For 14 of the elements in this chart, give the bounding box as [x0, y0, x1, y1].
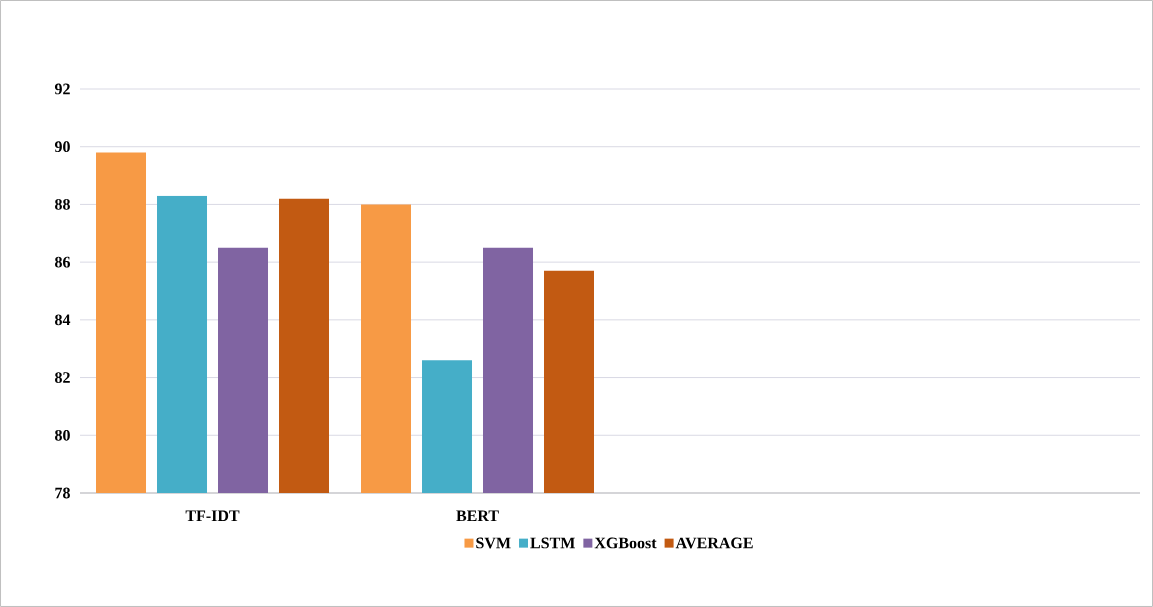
y-tick-label: 86	[55, 256, 71, 268]
legend-label: XGBoost	[594, 537, 657, 549]
y-tick-label: 82	[55, 372, 70, 383]
legend-label: AVERAGE	[675, 537, 753, 549]
y-tick-label: 84	[55, 314, 71, 326]
legend-label: LSTM	[530, 537, 575, 549]
y-tick-label: 78	[55, 487, 70, 499]
y-tick-label: 80	[55, 429, 70, 441]
x-tick-label: TF-IDT	[185, 510, 240, 522]
x-tick-label: BERT	[456, 510, 499, 522]
y-tick-label: 92	[54, 83, 70, 95]
y-tick-label: 88	[55, 199, 70, 210]
legend-label: SVM	[476, 537, 511, 549]
y-tick-label: 90	[54, 141, 70, 153]
